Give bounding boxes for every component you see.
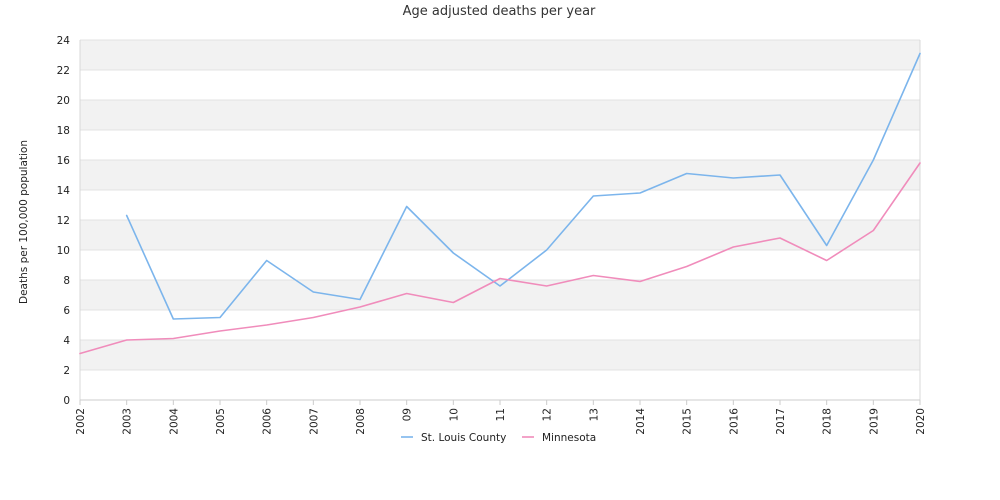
chart-title: Age adjusted deaths per year [403, 4, 596, 19]
x-tick-label: 2018 [822, 408, 834, 435]
x-tick-label: 2007 [308, 408, 320, 435]
x-tick-label: 2008 [355, 408, 367, 435]
y-axis-title: Deaths per 100,000 population [18, 140, 30, 304]
y-tick-label: 20 [57, 95, 70, 107]
x-tick-label: 2019 [868, 408, 880, 435]
x-tick-label: 2005 [215, 408, 227, 435]
x-tick-label: 11 [495, 408, 507, 421]
grid-band [80, 250, 920, 280]
grid-band [80, 370, 920, 400]
grid-band [80, 310, 920, 340]
y-tick-label: 4 [63, 335, 70, 347]
y-tick-label: 0 [63, 395, 70, 407]
y-tick-label: 8 [63, 275, 70, 287]
y-tick-label: 22 [57, 65, 70, 77]
legend-label: Minnesota [542, 432, 596, 444]
y-tick-label: 18 [57, 125, 70, 137]
x-tick-label: 2006 [262, 408, 274, 435]
x-tick-label: 2004 [168, 408, 180, 435]
grid-band [80, 70, 920, 100]
x-tick-label: 13 [588, 408, 600, 421]
series-line-0 [125, 52, 921, 320]
x-tick-label: 2016 [728, 408, 740, 435]
grid-band [80, 190, 920, 220]
grid-band [80, 130, 920, 160]
grid-band [80, 280, 920, 310]
y-tick-label: 10 [57, 245, 70, 257]
grid-band [80, 220, 920, 250]
grid-band [80, 100, 920, 130]
x-tick-label: 2003 [122, 408, 134, 435]
y-tick-label: 6 [63, 305, 70, 317]
x-tick-label: 2014 [635, 408, 647, 435]
legend-label: St. Louis County [421, 432, 506, 444]
y-tick-label: 24 [57, 35, 71, 47]
grid-bands [80, 40, 920, 400]
x-tick-label: 2017 [775, 408, 787, 435]
series-layer [79, 52, 921, 355]
x-tick-label: 2002 [75, 408, 87, 435]
y-tick-label: 14 [57, 185, 71, 197]
grid-band [80, 40, 920, 70]
y-tick-label: 2 [63, 365, 70, 377]
legend: St. Louis County Minnesota [401, 432, 596, 444]
x-axis-ticks: 2002 2003 2004 2005 2006 2007 2008 09 10 11 12 13 20… [75, 400, 927, 435]
grid-band [80, 160, 920, 190]
x-tick-label: 2020 [915, 408, 927, 435]
grid-band [80, 340, 920, 370]
x-tick-label: 12 [542, 408, 554, 421]
x-tick-label: 2015 [682, 408, 694, 435]
x-tick-label: 10 [448, 408, 460, 421]
y-tick-label: 12 [57, 215, 70, 227]
x-tick-label: 09 [402, 408, 414, 421]
y-tick-label: 16 [57, 155, 71, 167]
